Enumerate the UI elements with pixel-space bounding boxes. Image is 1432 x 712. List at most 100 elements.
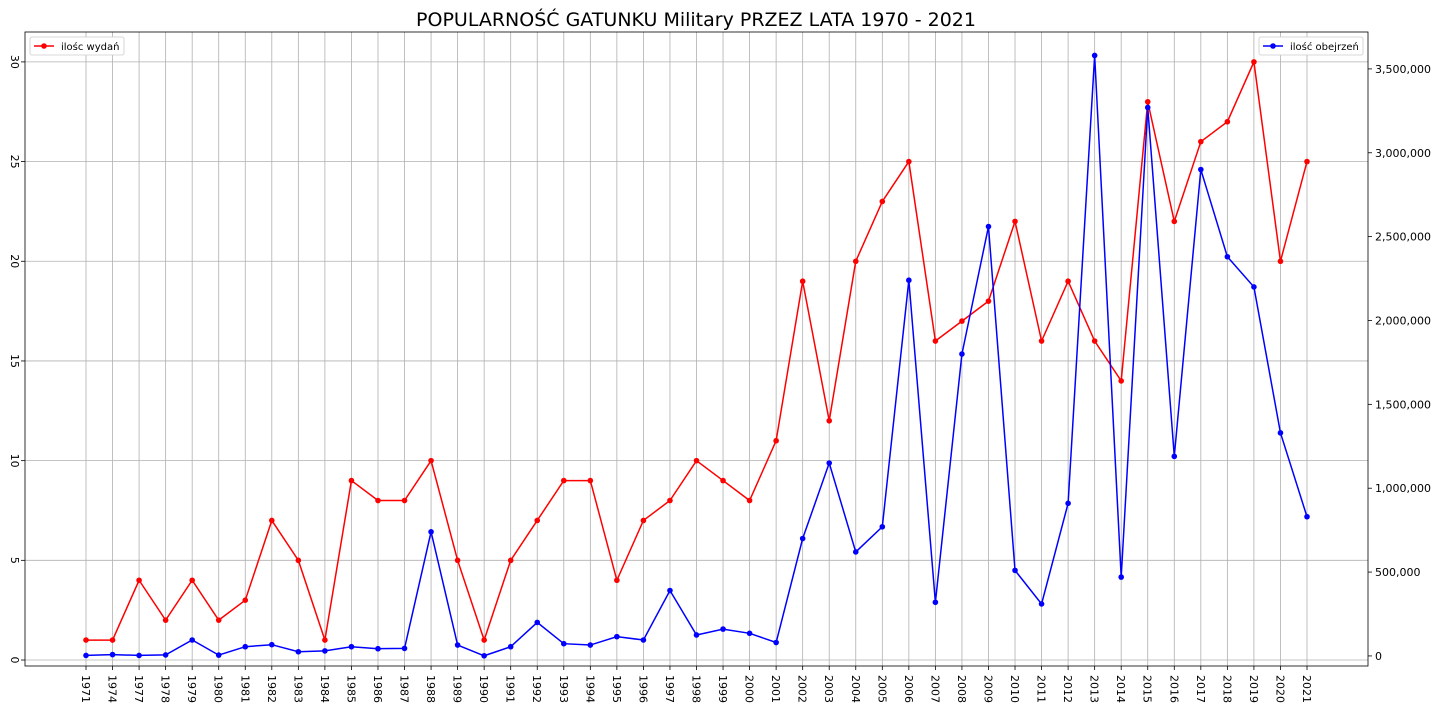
x-tick-label: 2010: [1008, 675, 1021, 703]
x-tick-label: 1996: [636, 675, 649, 703]
data-point-ilosc-obejrzen: [507, 643, 514, 650]
x-tick-label: 2013: [1088, 675, 1101, 703]
data-point-ilosc-wydan: [1224, 118, 1231, 125]
data-point-ilosc-wydan: [640, 517, 647, 524]
data-point-ilosc-wydan: [932, 338, 939, 344]
data-point-ilosc-obejrzen: [83, 652, 89, 659]
x-tick-label: 1988: [424, 675, 437, 703]
x-tick-label: 1984: [318, 675, 331, 703]
data-point-ilosc-wydan: [269, 517, 275, 524]
x-tick-label: 2000: [743, 675, 756, 703]
y-left-tick-label: 20: [8, 254, 21, 268]
y-left-tick-label: 5: [8, 557, 21, 564]
x-tick-label: 2005: [875, 675, 888, 703]
data-point-ilosc-wydan: [587, 477, 594, 484]
data-point-ilosc-obejrzen: [852, 549, 859, 555]
x-tick-label: 2019: [1247, 675, 1260, 703]
data-point-ilosc-obejrzen: [322, 648, 328, 654]
x-tick-label: 1977: [132, 675, 145, 703]
data-point-ilosc-obejrzen: [1171, 453, 1178, 460]
data-point-ilosc-wydan: [375, 497, 381, 504]
y-right-tick-label: 0: [1375, 650, 1382, 663]
data-point-ilosc-obejrzen: [1038, 601, 1045, 607]
data-point-ilosc-wydan: [481, 637, 487, 643]
x-tick-label: 1989: [451, 675, 464, 703]
data-point-ilosc-wydan: [242, 597, 249, 604]
data-point-ilosc-obejrzen: [1012, 567, 1018, 574]
x-tick-label: 1980: [212, 675, 225, 703]
x-tick-label: 2015: [1141, 675, 1154, 703]
x-tick-label: 1981: [238, 675, 251, 703]
plot-frame: [24, 31, 1369, 667]
y-right-tick-label: 2,500,000: [1375, 231, 1431, 244]
x-tick-label: 2011: [1035, 675, 1048, 703]
y-left-tick-label: 30: [8, 55, 21, 69]
data-point-ilosc-obejrzen: [693, 632, 700, 638]
x-tick-label: 2009: [981, 675, 994, 703]
data-point-ilosc-obejrzen: [667, 587, 673, 594]
data-point-ilosc-wydan: [507, 557, 514, 564]
y-right-tick-label: 2,000,000: [1375, 314, 1431, 327]
data-point-ilosc-wydan: [454, 557, 461, 564]
x-tick-label: 1982: [265, 675, 278, 703]
x-tick-label: 1997: [663, 675, 676, 703]
y-right-tick-label: 3,500,000: [1375, 63, 1431, 76]
data-point-ilosc-obejrzen: [640, 637, 647, 643]
legend-left: ilośc wydań: [29, 36, 125, 56]
data-point-ilosc-obejrzen: [1224, 253, 1231, 260]
data-point-ilosc-wydan: [534, 517, 541, 524]
x-tick-label: 1998: [690, 675, 703, 703]
data-point-ilosc-wydan: [879, 198, 886, 205]
y-right-tick-label: 1,500,000: [1375, 398, 1431, 411]
x-tick-label: 1978: [159, 675, 172, 703]
data-point-ilosc-wydan: [1144, 98, 1151, 105]
x-tick-label: 2002: [796, 675, 809, 703]
data-point-ilosc-wydan: [136, 577, 142, 584]
x-tick-label: 1979: [185, 675, 198, 703]
data-point-ilosc-wydan: [348, 477, 355, 484]
data-point-ilosc-obejrzen: [720, 626, 726, 632]
x-tick-label: 2017: [1194, 675, 1207, 703]
data-point-ilosc-obejrzen: [1251, 284, 1257, 290]
x-tick-label: 2014: [1114, 675, 1127, 703]
data-point-ilosc-wydan: [560, 477, 567, 484]
data-point-ilosc-obejrzen: [375, 645, 381, 652]
data-point-ilosc-obejrzen: [348, 643, 355, 650]
data-point-ilosc-obejrzen: [1065, 500, 1071, 507]
data-point-ilosc-wydan: [1118, 378, 1124, 384]
data-point-ilosc-obejrzen: [136, 652, 142, 659]
x-tick-label: 2007: [928, 675, 941, 703]
data-point-ilosc-wydan: [109, 637, 116, 643]
x-tick-label: 2003: [822, 675, 835, 703]
data-point-ilosc-wydan: [693, 457, 700, 464]
data-point-ilosc-obejrzen: [189, 637, 195, 643]
legend-right-box: [1258, 36, 1364, 56]
legend-left-marker: [41, 43, 47, 49]
data-point-ilosc-obejrzen: [932, 599, 939, 606]
data-point-ilosc-wydan: [959, 318, 965, 324]
data-point-ilosc-obejrzen: [295, 648, 302, 655]
data-point-ilosc-obejrzen: [746, 630, 753, 637]
data-point-ilosc-wydan: [1038, 338, 1045, 344]
data-point-ilosc-obejrzen: [162, 652, 169, 658]
data-point-ilosc-wydan: [746, 497, 753, 504]
legend-right-marker: [1270, 43, 1276, 49]
data-point-ilosc-wydan: [1304, 158, 1310, 165]
data-point-ilosc-wydan: [189, 577, 195, 584]
data-point-ilosc-obejrzen: [1091, 52, 1098, 59]
data-point-ilosc-obejrzen: [1198, 166, 1204, 173]
data-point-ilosc-obejrzen: [959, 351, 965, 357]
data-point-ilosc-wydan: [1277, 258, 1284, 265]
data-point-ilosc-obejrzen: [560, 640, 567, 647]
data-point-ilosc-wydan: [852, 258, 859, 265]
x-tick-label: 1986: [371, 675, 384, 703]
y-left-tick-label: 0: [8, 657, 21, 664]
x-tick-label: 1994: [583, 675, 596, 703]
data-point-ilosc-wydan: [1091, 338, 1098, 344]
chart-title: POPULARNOŚĆ GATUNKU Military PRZEZ LATA …: [416, 7, 976, 31]
y-left-tick-label: 25: [8, 155, 21, 169]
data-point-ilosc-wydan: [428, 457, 434, 464]
data-point-ilosc-obejrzen: [799, 535, 806, 542]
data-point-ilosc-wydan: [773, 437, 779, 444]
